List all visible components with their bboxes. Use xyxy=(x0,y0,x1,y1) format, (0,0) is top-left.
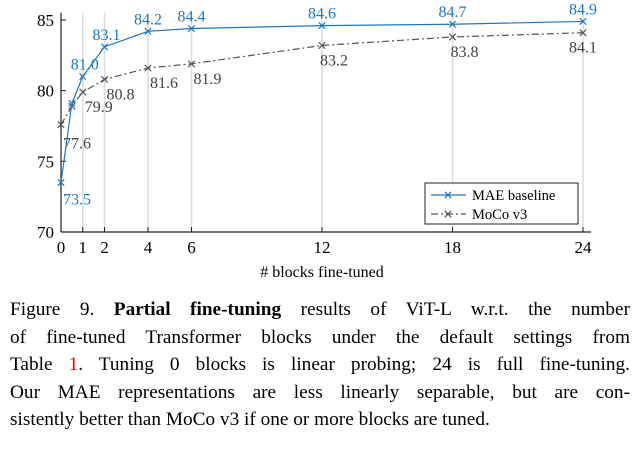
legend-label: MoCo v3 xyxy=(472,207,527,223)
caption-line-1: Figure 9. Partial fine-tuning results of… xyxy=(10,296,630,324)
data-point xyxy=(57,178,65,187)
data-point xyxy=(318,41,326,50)
data-label: 73.5 xyxy=(63,192,91,209)
data-point xyxy=(187,24,196,33)
y-tick-label: 85 xyxy=(37,11,54,30)
data-point xyxy=(79,72,87,81)
caption-text: results of ViT-L w.r.t. the number xyxy=(281,299,631,320)
legend-marker xyxy=(444,210,452,218)
caption-text: . Tuning 0 blocks is linear probing; 24 … xyxy=(78,354,630,375)
data-label: 81.9 xyxy=(194,71,222,88)
x-tick-label: 6 xyxy=(187,238,196,257)
data-label: 84.2 xyxy=(134,11,162,28)
legend-label: MAE baseline xyxy=(472,188,555,204)
data-label: 81.6 xyxy=(150,75,178,92)
data-label: 83.8 xyxy=(451,44,479,61)
data-label: 81.0 xyxy=(71,57,99,74)
data-label: 84.4 xyxy=(178,8,206,25)
data-label: 84.9 xyxy=(569,1,597,18)
x-tick-label: 18 xyxy=(444,238,461,257)
caption-line-2: of fine-tuned Transformer blocks under t… xyxy=(10,326,630,348)
caption-line-4: Our MAE representations are less linearl… xyxy=(10,381,630,403)
data-point xyxy=(100,43,109,51)
x-tick-label: 4 xyxy=(144,238,153,257)
caption-bold: Partial fine-tuning xyxy=(113,299,282,320)
data-point xyxy=(68,99,76,108)
figure-label: Figure 9. xyxy=(10,299,95,320)
figure-caption: Figure 9. Partial fine-tuning results of… xyxy=(10,296,630,434)
legend-marker xyxy=(444,191,452,199)
x-tick-label: 24 xyxy=(575,238,593,257)
data-point xyxy=(448,20,457,28)
data-label: 80.8 xyxy=(107,86,135,103)
data-label: 83.2 xyxy=(320,52,348,69)
data-label: 83.1 xyxy=(93,27,121,44)
caption-line-5: sistently better than MoCo v3 if one or … xyxy=(10,409,490,430)
data-label: 79.9 xyxy=(85,99,113,116)
data-label: 84.1 xyxy=(569,40,597,57)
data-point xyxy=(79,88,87,96)
data-point xyxy=(579,29,587,37)
x-axis-label: # blocks fine-tuned xyxy=(260,264,384,281)
data-label: 84.7 xyxy=(439,4,467,21)
data-point xyxy=(57,120,65,129)
data-label: 77.6 xyxy=(63,136,91,153)
x-tick-label: 0 xyxy=(57,238,66,257)
data-point xyxy=(318,22,326,30)
caption-line-3: Table 1. Tuning 0 blocks is linear probi… xyxy=(10,351,630,379)
data-point xyxy=(144,27,152,35)
caption-text: Table xyxy=(10,354,69,375)
x-tick-label: 2 xyxy=(100,238,109,257)
y-tick-label: 70 xyxy=(37,223,54,242)
y-tick-label: 80 xyxy=(37,82,54,101)
x-tick-label: 1 xyxy=(79,238,88,257)
y-tick-label: 75 xyxy=(37,152,54,171)
data-label: 84.6 xyxy=(308,6,336,23)
x-tick-label: 12 xyxy=(314,238,331,257)
table-reference-link[interactable]: 1 xyxy=(68,354,79,375)
data-point xyxy=(100,75,109,83)
data-point xyxy=(144,64,152,72)
data-point xyxy=(187,60,196,68)
data-point xyxy=(448,33,457,41)
data-point xyxy=(579,17,587,26)
